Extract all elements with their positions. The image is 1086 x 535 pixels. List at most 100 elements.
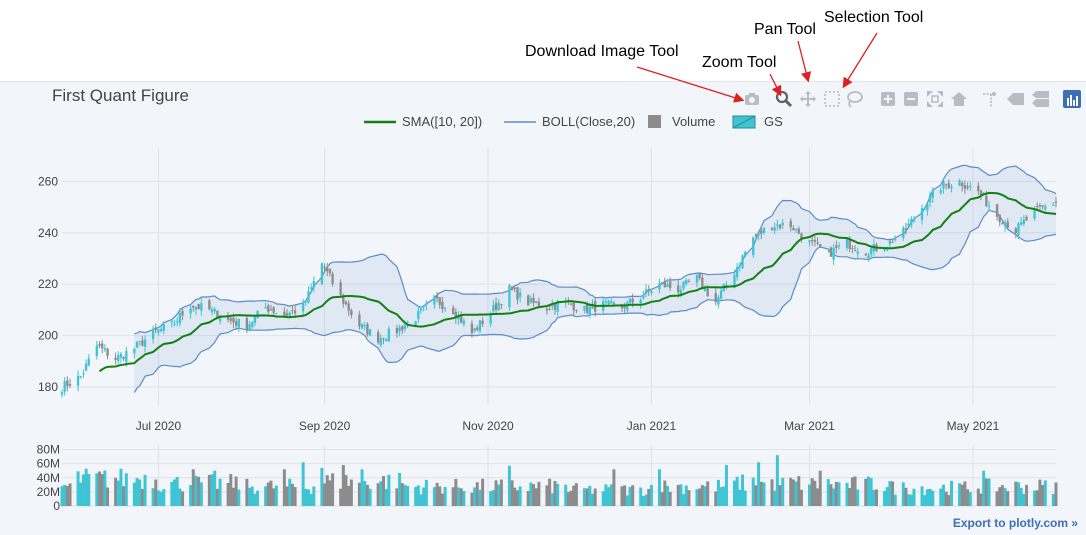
volume-bar xyxy=(406,485,410,506)
candle xyxy=(963,180,967,194)
candle xyxy=(591,298,594,310)
candle xyxy=(310,283,313,294)
candle xyxy=(79,375,82,379)
candle xyxy=(66,376,69,392)
volume-bar xyxy=(601,491,605,506)
volume-bar xyxy=(312,486,316,506)
hover-closest-icon[interactable] xyxy=(1005,89,1025,109)
volume-bar xyxy=(960,484,964,506)
candle xyxy=(883,248,886,252)
candle xyxy=(82,369,85,379)
candle xyxy=(719,288,723,301)
volume-bar xyxy=(435,482,439,506)
volume-bar xyxy=(569,490,573,506)
candle xyxy=(154,323,157,334)
box-select-icon[interactable] xyxy=(822,89,842,109)
candle xyxy=(478,319,482,334)
volume-bar xyxy=(593,488,597,506)
x-tick-label: Nov 2020 xyxy=(462,419,514,433)
volume-bar xyxy=(604,484,608,506)
volume-bar xyxy=(966,489,970,506)
volume-bar xyxy=(639,487,643,506)
volume-bar xyxy=(507,465,511,506)
volume-bar xyxy=(872,490,876,506)
volume-bar xyxy=(891,481,895,506)
volume-bar xyxy=(1054,482,1058,506)
export-to-plotly-link[interactable]: Export to plotly.com » xyxy=(952,516,1078,530)
candle xyxy=(350,308,353,319)
plotly-logo-icon[interactable] xyxy=(1062,89,1082,109)
volume-bar xyxy=(684,485,688,506)
candle xyxy=(797,226,800,235)
candle xyxy=(644,284,648,298)
reset-axes-icon[interactable] xyxy=(949,89,969,109)
volume-bar xyxy=(424,479,428,506)
candle xyxy=(744,250,747,258)
volume-bar xyxy=(173,479,177,506)
candle xyxy=(438,296,441,309)
candle xyxy=(944,183,948,190)
volume-bar xyxy=(76,471,80,506)
volume-bar xyxy=(515,490,519,506)
volume-bar xyxy=(984,478,988,506)
volume-bar xyxy=(837,482,841,506)
lasso-icon[interactable] xyxy=(844,89,864,109)
candle xyxy=(508,283,511,311)
candle xyxy=(200,297,203,316)
candle xyxy=(1014,227,1017,239)
volume-bar xyxy=(979,493,983,506)
candle xyxy=(827,248,830,253)
candle xyxy=(457,311,460,325)
volume-bar xyxy=(518,486,522,506)
volume-bar xyxy=(1000,485,1004,506)
candle xyxy=(553,302,557,315)
candle xyxy=(1054,196,1058,208)
volume-bar xyxy=(325,475,329,506)
zoom-icon[interactable] xyxy=(774,89,794,109)
volume-bar xyxy=(537,481,541,506)
x-tick-label: May 2021 xyxy=(947,419,1000,433)
candle xyxy=(583,305,586,314)
autoscale-icon[interactable] xyxy=(925,89,945,109)
candle xyxy=(138,340,141,346)
pan-icon[interactable] xyxy=(798,89,818,109)
volume-bar xyxy=(347,485,351,506)
candle xyxy=(510,285,514,291)
volume-bar xyxy=(939,488,943,506)
figure-title: First Quant Figure xyxy=(52,86,189,105)
volume-bar xyxy=(987,478,991,506)
candle xyxy=(269,304,273,311)
candle xyxy=(312,276,316,293)
volume-bar xyxy=(181,491,185,506)
candle xyxy=(792,225,795,231)
zoom-out-icon[interactable] xyxy=(901,89,921,109)
candle xyxy=(422,304,425,312)
volume-bar xyxy=(323,483,327,506)
volume-bar xyxy=(478,489,482,506)
zoom-in-icon[interactable] xyxy=(878,89,898,109)
price-tick-label: 220 xyxy=(38,277,58,291)
volume-bar xyxy=(1006,491,1010,506)
candle xyxy=(320,262,324,286)
volume-bar xyxy=(266,482,270,506)
volume-bar xyxy=(290,483,294,506)
spike-lines-icon[interactable] xyxy=(980,89,1000,109)
volume-bar xyxy=(95,473,99,506)
volume-bar xyxy=(454,478,458,506)
candle xyxy=(987,200,991,211)
volume-bar xyxy=(770,479,774,506)
volume-bar xyxy=(963,481,967,506)
volume-bar xyxy=(907,494,911,506)
candle xyxy=(607,299,610,306)
x-tick-label: Sep 2020 xyxy=(299,419,351,433)
hover-compare-icon[interactable] xyxy=(1030,89,1050,109)
candle xyxy=(234,317,238,331)
camera-icon[interactable] xyxy=(742,89,762,109)
candle xyxy=(460,311,463,324)
volume-bar xyxy=(564,484,568,506)
volume-bar xyxy=(264,486,268,506)
volume-bar xyxy=(976,488,980,506)
candle xyxy=(1001,221,1004,225)
volume-bar xyxy=(438,486,442,506)
